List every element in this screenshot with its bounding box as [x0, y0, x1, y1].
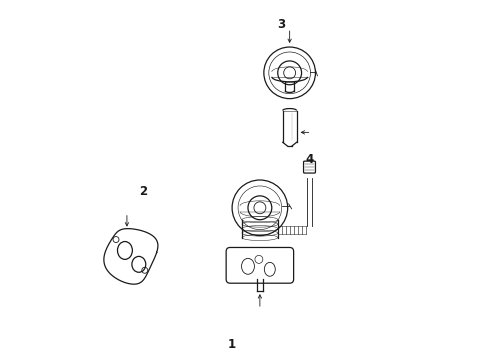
Text: 1: 1	[228, 338, 236, 351]
Text: 3: 3	[278, 18, 286, 31]
Text: 4: 4	[305, 153, 314, 166]
Text: 2: 2	[139, 185, 147, 198]
